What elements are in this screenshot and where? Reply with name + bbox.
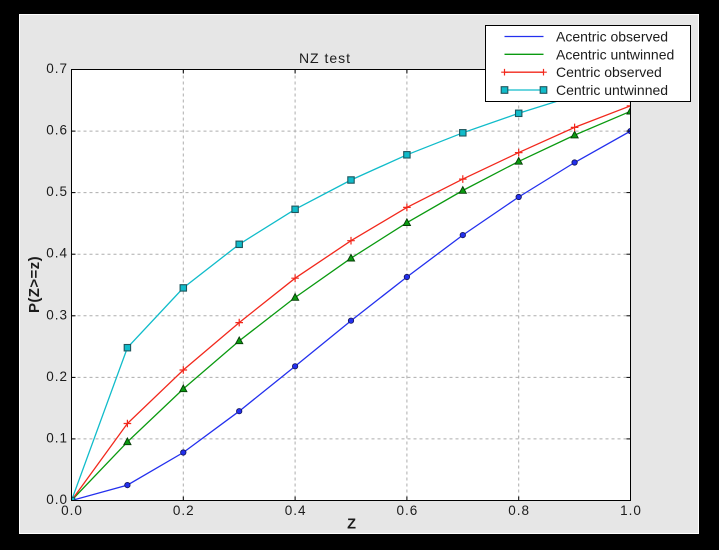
svg-text:0.4: 0.4	[285, 503, 307, 518]
svg-text:Centric untwinned: Centric untwinned	[556, 82, 668, 98]
svg-text:0.6: 0.6	[397, 503, 419, 518]
svg-text:1.0: 1.0	[620, 503, 642, 518]
svg-text:0.2: 0.2	[46, 369, 68, 384]
svg-text:0.3: 0.3	[46, 307, 68, 322]
svg-text:0.5: 0.5	[46, 184, 68, 199]
svg-text:0.8: 0.8	[508, 503, 530, 518]
svg-text:0.6: 0.6	[46, 123, 68, 138]
svg-text:0.1: 0.1	[46, 430, 68, 445]
svg-text:Centric observed: Centric observed	[556, 64, 662, 80]
svg-text:0.0: 0.0	[46, 492, 68, 507]
svg-text:0.2: 0.2	[173, 503, 195, 518]
svg-text:0.4: 0.4	[46, 246, 68, 261]
svg-text:0.0: 0.0	[61, 503, 83, 518]
svg-text:Acentric observed: Acentric observed	[556, 29, 668, 45]
svg-text:P(Z>=z): P(Z>=z)	[26, 256, 43, 313]
svg-text:0.7: 0.7	[46, 61, 68, 76]
svg-text:NZ test: NZ test	[299, 50, 351, 66]
svg-text:Acentric untwinned: Acentric untwinned	[556, 46, 674, 62]
svg-text:Z: Z	[347, 517, 356, 533]
